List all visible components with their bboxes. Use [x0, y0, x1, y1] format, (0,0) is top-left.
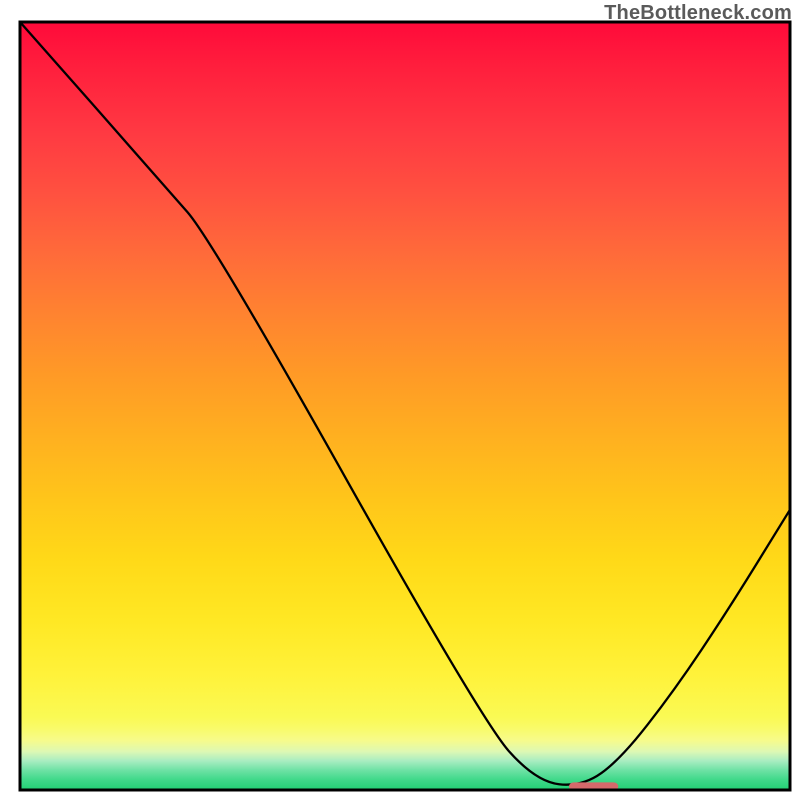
- watermark-text: TheBottleneck.com: [604, 2, 792, 25]
- bottleneck-chart: [0, 0, 800, 800]
- plot-background: [20, 22, 790, 790]
- chart-container: TheBottleneck.com: [0, 0, 800, 800]
